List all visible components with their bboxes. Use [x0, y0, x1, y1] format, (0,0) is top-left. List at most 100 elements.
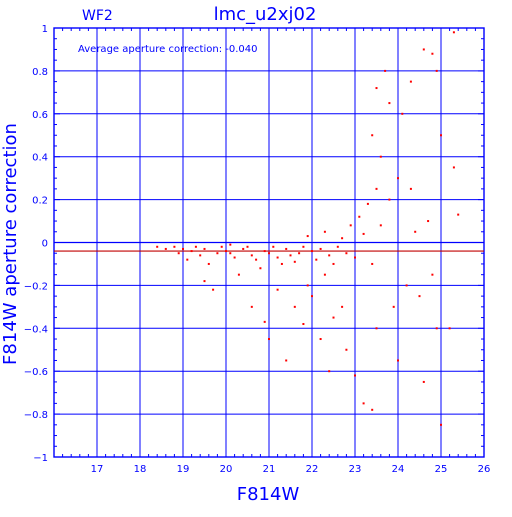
axes: [53, 27, 485, 458]
data-point: [276, 288, 279, 291]
data-point: [354, 256, 356, 259]
data-point: [323, 230, 326, 233]
y-axis-label: F814W aperture correction: [0, 123, 21, 365]
chart-subtitle: WF2: [82, 8, 113, 24]
x-tick-label: 17: [91, 464, 104, 475]
x-axis-label: F814W: [237, 484, 300, 505]
data-point: [366, 202, 369, 205]
data-point: [272, 245, 275, 248]
x-tick-label: 24: [392, 464, 405, 475]
data-point: [371, 134, 374, 137]
data-point: [302, 323, 305, 326]
data-point: [285, 247, 288, 250]
data-point: [435, 327, 438, 330]
data-point: [435, 69, 438, 72]
data-point: [388, 198, 391, 201]
data-point: [177, 252, 180, 255]
y-tick-label: 0: [42, 239, 48, 250]
data-point: [319, 338, 322, 341]
data-point: [336, 245, 339, 248]
x-tick-label: 20: [220, 464, 233, 475]
data-point: [250, 305, 253, 308]
y-tick-label: 1: [42, 24, 48, 35]
data-point: [259, 267, 262, 270]
data-point: [422, 48, 425, 51]
data-point: [397, 177, 399, 180]
data-point: [332, 262, 335, 265]
data-point: [418, 295, 421, 298]
data-point: [375, 327, 378, 330]
y-tick-label: −0.4: [24, 324, 48, 335]
data-point: [362, 232, 365, 235]
data-point: [237, 273, 240, 276]
data-point: [345, 348, 348, 351]
data-point: [250, 254, 253, 257]
y-tick-label: 0.2: [32, 196, 48, 207]
data-point: [341, 237, 344, 240]
data-point: [293, 260, 296, 263]
y-tick-label: −0.8: [24, 410, 48, 421]
data-point: [199, 254, 202, 257]
data-point: [409, 187, 412, 190]
data-point: [401, 112, 404, 115]
data-point: [328, 370, 331, 373]
data-point: [319, 247, 322, 250]
data-point: [358, 215, 361, 218]
annotation: Average aperture correction: -0.040: [78, 44, 258, 55]
data-point: [414, 230, 417, 233]
data-point: [268, 252, 270, 255]
data-point: [182, 247, 184, 250]
data-point: [298, 252, 301, 255]
data-point: [392, 305, 395, 308]
data-point: [216, 252, 219, 255]
data-point: [409, 80, 412, 83]
y-tick-label: −0.2: [24, 281, 48, 292]
y-tick-label: 0.6: [32, 110, 48, 121]
data-point: [388, 102, 391, 105]
y-tick-label: 0.8: [32, 67, 48, 78]
data-point: [229, 252, 232, 255]
data-point: [311, 250, 313, 253]
data-point: [440, 134, 442, 137]
data-point: [349, 224, 352, 227]
x-tick-label: 23: [349, 464, 362, 475]
data-point: [263, 250, 266, 253]
data-point: [302, 245, 305, 248]
data-point: [280, 262, 283, 265]
data-point: [311, 295, 313, 298]
labels: 17 18 19 20 21 22 23 24 25 26 1 0.8 0.6 0.4 0.2 0 −0.2 −0…: [24, 24, 491, 475]
data-point: [431, 273, 434, 276]
data-point: [289, 254, 292, 257]
data-point: [207, 262, 210, 265]
data-point: [164, 247, 167, 250]
data-point: [194, 245, 197, 248]
data-point: [263, 320, 266, 323]
data-point: [156, 245, 159, 248]
data-point: [405, 284, 408, 287]
data-point: [379, 155, 382, 158]
data-point: [354, 374, 356, 377]
chart-title: lmc_u2xj02: [214, 4, 317, 25]
data-point: [328, 254, 331, 257]
data-point: [225, 250, 227, 253]
x-tick-label: 25: [435, 464, 448, 475]
data-point: [323, 273, 326, 276]
data-point: [186, 258, 189, 261]
data-point: [422, 380, 425, 383]
data-point: [220, 245, 223, 248]
data-point: [246, 245, 249, 248]
data-point: [457, 213, 460, 216]
data-point: [362, 402, 365, 405]
data-point: [268, 338, 270, 341]
data-point: [431, 52, 434, 55]
data-point: [332, 316, 335, 319]
y-tick-label: −0.6: [24, 367, 48, 378]
data-point: [276, 256, 279, 259]
data-point: [375, 87, 378, 90]
data-point: [229, 243, 232, 246]
data-point: [315, 258, 318, 261]
data-point: [452, 166, 455, 169]
data-point: [384, 69, 387, 72]
